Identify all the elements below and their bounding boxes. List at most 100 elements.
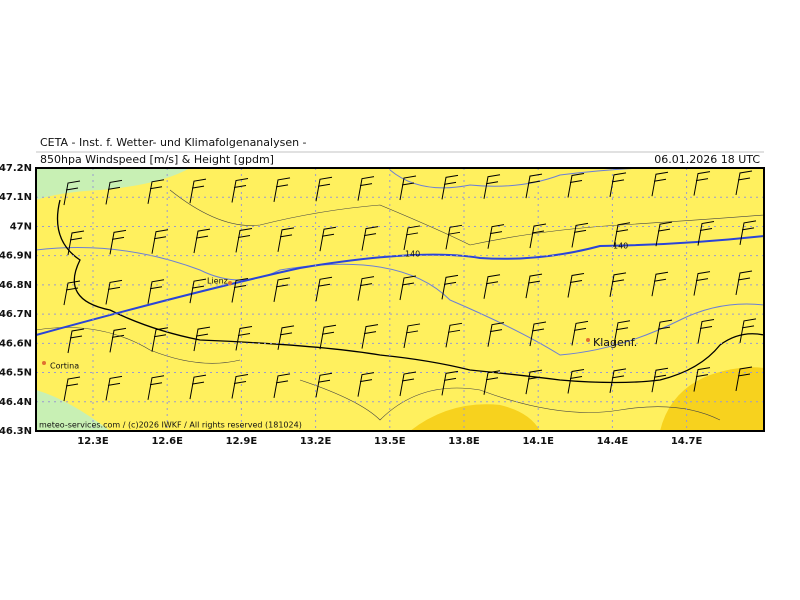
- map-area: Lienz Cortina Klagenf. 140 140 meteo-ser…: [36, 168, 764, 431]
- place-label: Cortina: [50, 362, 79, 371]
- wind-barb: [693, 171, 711, 196]
- wind-barb: [147, 279, 165, 304]
- lon-label: 14.7E: [671, 436, 703, 447]
- height-contour: [36, 235, 764, 336]
- wind-barb: [63, 376, 81, 402]
- wind-barb: [567, 368, 585, 394]
- lat-label: 46.4N: [0, 397, 32, 408]
- wind-barb: [529, 223, 547, 249]
- wind-barb: [655, 319, 673, 345]
- wind-barb: [609, 368, 627, 393]
- calm-area: [36, 168, 190, 200]
- axis-labels: 47.2N 47.1N 47N 46.9N 46.8N 46.7N 46.6N 46.5N 46…: [0, 163, 703, 447]
- wind-barb: [189, 374, 207, 400]
- wind-barb: [357, 276, 375, 301]
- wind-barb: [735, 270, 753, 296]
- valid-time: 06.01.2026 18 UTC: [654, 153, 760, 166]
- wind-barb: [483, 174, 501, 199]
- wind-barb: [67, 230, 85, 256]
- map-frame: [35, 167, 765, 432]
- wind-barb: [105, 179, 123, 205]
- wind-barb: [357, 176, 375, 201]
- wind-barb: [697, 221, 715, 246]
- lat-label: 47.2N: [0, 163, 32, 174]
- lon-label: 14.1E: [522, 436, 554, 447]
- wind-barb: [403, 225, 421, 251]
- wind-barb: [361, 226, 379, 251]
- wind-barb: [189, 278, 207, 304]
- wind-barb: [613, 320, 631, 345]
- wind-barb: [63, 180, 81, 206]
- wind-barb: [609, 172, 627, 197]
- wind-barb: [357, 372, 375, 397]
- lat-label: 47.1N: [0, 192, 32, 203]
- contour-label: 140: [613, 242, 628, 251]
- place-dot: [586, 338, 590, 342]
- wind-barb: [441, 274, 459, 300]
- wind-barb: [571, 222, 589, 248]
- wind-barb: [231, 374, 249, 399]
- wind-barb: [105, 279, 123, 305]
- wind-barb: [361, 324, 379, 349]
- place-dot: [228, 281, 232, 285]
- wind-barb: [739, 318, 757, 343]
- wind-barb: [651, 271, 669, 297]
- wind-barb: [739, 220, 757, 245]
- lon-label: 12.9E: [226, 436, 258, 447]
- wind-barb: [445, 224, 463, 250]
- wind-barb: [441, 174, 459, 200]
- strong-wind-area: [410, 404, 540, 431]
- wind-barb: [445, 322, 463, 348]
- wind-barb: [105, 375, 123, 401]
- header-subtitle: 850hpa Windspeed [m/s] & Height [gpdm]: [40, 153, 274, 166]
- wind-barb: [189, 178, 207, 204]
- wind-barb: [399, 175, 417, 201]
- river: [389, 168, 641, 189]
- grid: [36, 168, 764, 431]
- wind-barb: [735, 366, 753, 392]
- wind-barb: [651, 367, 669, 393]
- wind-barb: [151, 327, 169, 352]
- wind-barb: [315, 372, 333, 398]
- header-title: CETA - Inst. f. Wetter- und Klimafolgena…: [40, 136, 307, 149]
- wind-barb: [147, 375, 165, 400]
- wind-barb: [613, 222, 631, 247]
- lon-label: 12.6E: [151, 436, 183, 447]
- wind-barb: [319, 324, 337, 350]
- wind-barb: [235, 325, 253, 351]
- wind-barb: [231, 178, 249, 203]
- wind-barb: [487, 322, 505, 347]
- wind-barb: [529, 321, 547, 347]
- wind-barb: [109, 327, 127, 353]
- footer: meteo-services.com / (c)2026 IWKF / All …: [39, 421, 302, 430]
- wind-barb: [63, 280, 81, 306]
- lat-label: 46.9N: [0, 251, 32, 262]
- wind-barb: [399, 275, 417, 301]
- border: [56, 199, 764, 384]
- wind-barb: [147, 179, 165, 204]
- wind-barb: [403, 323, 421, 349]
- lat-label: 46.3N: [0, 426, 32, 437]
- wind-barb: [525, 369, 543, 395]
- river: [36, 247, 764, 356]
- wind-barb: [567, 272, 585, 298]
- lat-label: 46.8N: [0, 280, 32, 291]
- region-line: [36, 327, 721, 421]
- wind-barb: [483, 370, 501, 395]
- place-label: Lienz: [207, 277, 228, 286]
- wind-barb: [399, 371, 417, 397]
- wind-barb: [609, 272, 627, 297]
- wind-barb: [693, 271, 711, 296]
- wind-barb: [315, 176, 333, 202]
- wind-barb: [651, 171, 669, 197]
- place-dot: [42, 361, 46, 365]
- wind-barb: [273, 373, 291, 398]
- wind-barb: [567, 172, 585, 198]
- strong-wind-area: [660, 367, 764, 431]
- wind-barb: [441, 370, 459, 396]
- wind-barb: [67, 328, 85, 354]
- lon-label: 13.2E: [300, 436, 332, 447]
- contour-label: 140: [405, 250, 420, 259]
